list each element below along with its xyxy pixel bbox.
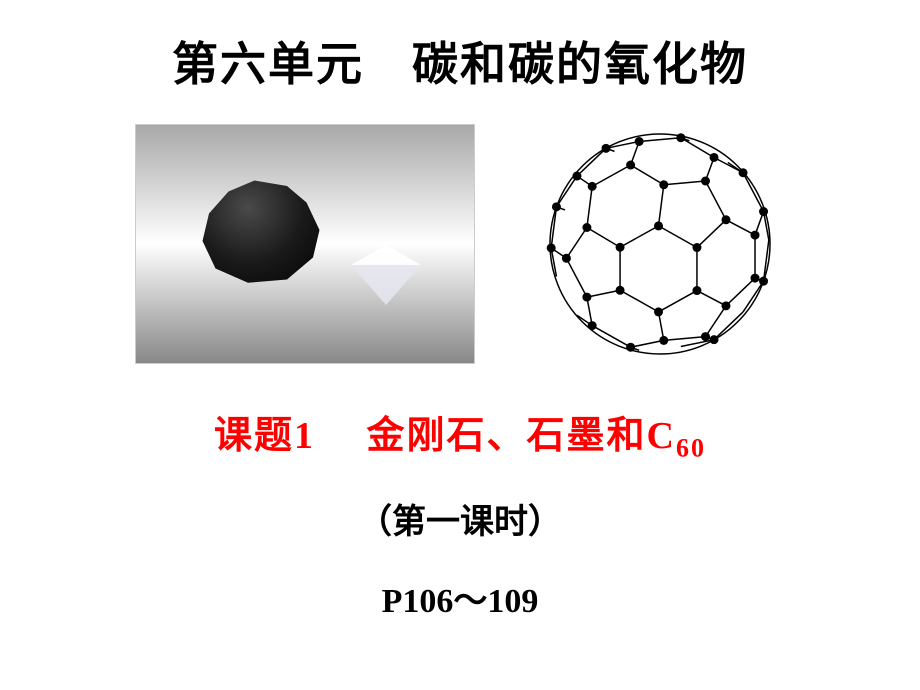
unit-title: 第六单元 碳和碳的氧化物 bbox=[0, 0, 920, 94]
topic-title: 课题1 金刚石、石墨和C60 bbox=[0, 404, 920, 464]
diamond-shape bbox=[351, 245, 421, 305]
c60-molecule-diagram bbox=[535, 119, 785, 369]
topic-subscript: 60 bbox=[676, 434, 706, 463]
topic-text: 课题1 金刚石、石墨和C bbox=[214, 415, 676, 457]
coal-diamond-photo bbox=[135, 124, 475, 364]
lesson-period: （第一课时） bbox=[0, 494, 920, 543]
images-container bbox=[0, 114, 920, 374]
page-reference: P106～109 bbox=[0, 573, 920, 622]
coal-shape bbox=[196, 175, 326, 285]
